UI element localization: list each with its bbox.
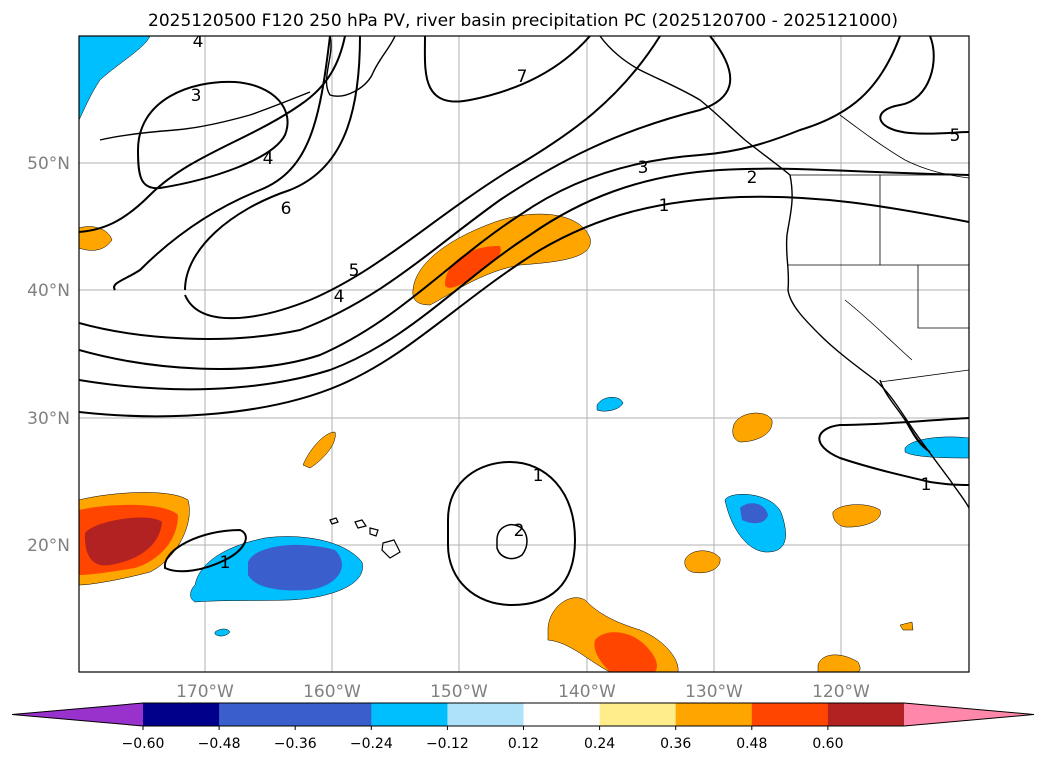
- lon-label: 140°W: [558, 682, 616, 702]
- contour-6: [113, 36, 331, 291]
- precip-neg-core-east: [740, 503, 768, 524]
- state-border-3: [917, 265, 969, 329]
- precip-blob-small1: [684, 550, 721, 574]
- colorbar-tick-label: −0.36: [274, 736, 317, 752]
- colorbar-ticks: −0.60 −0.48 −0.36 −0.24 −0.12 0.12 0.24 0.36 0.4…: [122, 726, 843, 752]
- contour-label: 4: [334, 287, 345, 307]
- contour-7: [184, 36, 361, 291]
- contour-1-jet: [79, 195, 969, 418]
- lat-label: 40°N: [27, 281, 70, 301]
- precip-neg-core-hawaii: [248, 544, 342, 591]
- colorbar-swatch: [447, 703, 524, 726]
- precip-blob-small2: [302, 431, 336, 469]
- contour-label: 5: [349, 261, 360, 281]
- negative-precip-areas: [79, 36, 969, 637]
- map-frame: [78, 35, 970, 673]
- lon-label: 150°W: [430, 682, 488, 702]
- us-mexico-border: [879, 369, 969, 383]
- contour-5-east: [879, 36, 969, 135]
- precip-core-jet: [445, 245, 501, 288]
- contour-label: 3: [191, 86, 202, 106]
- na-west-coast: [785, 174, 969, 509]
- precip-blob-east: [832, 504, 881, 528]
- colorbar-swatch: [751, 703, 829, 726]
- contour-1-east: [818, 417, 969, 486]
- colorbar-swatch: [675, 703, 753, 726]
- colorbar-tick-label: −0.48: [198, 736, 241, 752]
- contour-label: 1: [659, 196, 670, 216]
- precip-neg-nw: [79, 36, 151, 121]
- colorbar-swatch: [295, 703, 372, 726]
- lon-label: 120°W: [812, 682, 870, 702]
- contour-2-jet: [79, 167, 969, 391]
- precip-neg-small: [596, 397, 624, 412]
- figure-title: 2025120500 F120 250 hPa PV, river basin …: [148, 11, 898, 31]
- contour-label: 1: [921, 475, 932, 495]
- lat-label: 20°N: [27, 536, 70, 556]
- colorbar-tick-label: 0.12: [508, 736, 539, 752]
- precip-blob-edge: [79, 226, 113, 251]
- colorbar-tick-label: 0.60: [812, 736, 843, 752]
- colorbar-tick-label: −0.60: [122, 736, 165, 752]
- precip-core-hawaii-west: [84, 517, 162, 566]
- colorbar-swatch: [599, 703, 677, 726]
- lon-label: 160°W: [303, 682, 361, 702]
- contour-2-low: [496, 524, 528, 560]
- positive-precip-areas: [79, 213, 914, 672]
- contour-label: 3: [638, 158, 649, 178]
- lat-label: 50°N: [27, 154, 70, 174]
- lat-label: 30°N: [27, 409, 70, 429]
- contour-label: 5: [950, 126, 961, 146]
- colorbar-swatch: [143, 703, 220, 726]
- canada-detail: [839, 114, 969, 179]
- colorbar-swatch: [371, 703, 448, 726]
- colorbar-swatch: [219, 703, 296, 726]
- colorbar: [11, 702, 1035, 727]
- contour-7-upper: [423, 36, 591, 103]
- contour-label: 2: [747, 168, 758, 188]
- colorbar-tick-label: −0.12: [426, 736, 469, 752]
- colorbar-tick-label: 0.48: [736, 736, 767, 752]
- contour-labels: 4 3 7 4 6 5 4 3 2 1 5 1 1 2 1: [191, 32, 961, 573]
- contour-label: 1: [533, 466, 544, 486]
- contour-label: 7: [517, 67, 528, 87]
- colorbar-swatch: [827, 703, 905, 726]
- alaska-coast: [325, 36, 396, 97]
- colorbar-tick-label: 0.36: [660, 736, 691, 752]
- map-panel: 4 3 7 4 6 5 4 3 2 1 5 1 1 2 1: [79, 32, 969, 672]
- contour-5-jet: [184, 36, 661, 320]
- baja-california: [879, 379, 931, 453]
- precip-blob-cali: [732, 412, 773, 443]
- contour-3-jet: [79, 36, 901, 370]
- colorbar-swatch: [523, 703, 601, 726]
- contour-label: 2: [514, 521, 525, 541]
- colorbar-tick-label: −0.24: [350, 736, 393, 752]
- contour-4-outer: [79, 36, 346, 233]
- precip-neg-mexico: [904, 436, 969, 459]
- precip-neg-tiny: [214, 628, 231, 637]
- borders: [787, 114, 969, 383]
- contour-label: 4: [193, 32, 204, 52]
- pv-contours: [79, 36, 969, 607]
- colorbar-tick-label: 0.24: [584, 736, 615, 752]
- latitude-labels: 50°N 40°N 30°N 20°N: [27, 154, 70, 556]
- precip-blob-tiny: [899, 621, 914, 631]
- contour-1-small: [163, 528, 247, 573]
- lon-label: 170°W: [176, 682, 234, 702]
- gulf-alaska-coast: [599, 36, 791, 176]
- colorbar-extend-min: [12, 703, 143, 726]
- contour-label: 4: [263, 149, 274, 169]
- colorbar-extend-max: [904, 703, 1034, 726]
- lon-label: 130°W: [685, 682, 743, 702]
- contour-label: 1: [220, 553, 231, 573]
- aleutian-chain: [99, 91, 311, 141]
- contour-label: 6: [281, 199, 292, 219]
- contour-1-low: [447, 460, 577, 607]
- coastlines: [99, 36, 969, 509]
- longitude-labels: 170°W 160°W 150°W 140°W 130°W 120°W: [176, 682, 870, 702]
- state-border-4: [844, 299, 913, 361]
- precip-core-south: [594, 632, 657, 672]
- hawaii-islands: [329, 517, 401, 559]
